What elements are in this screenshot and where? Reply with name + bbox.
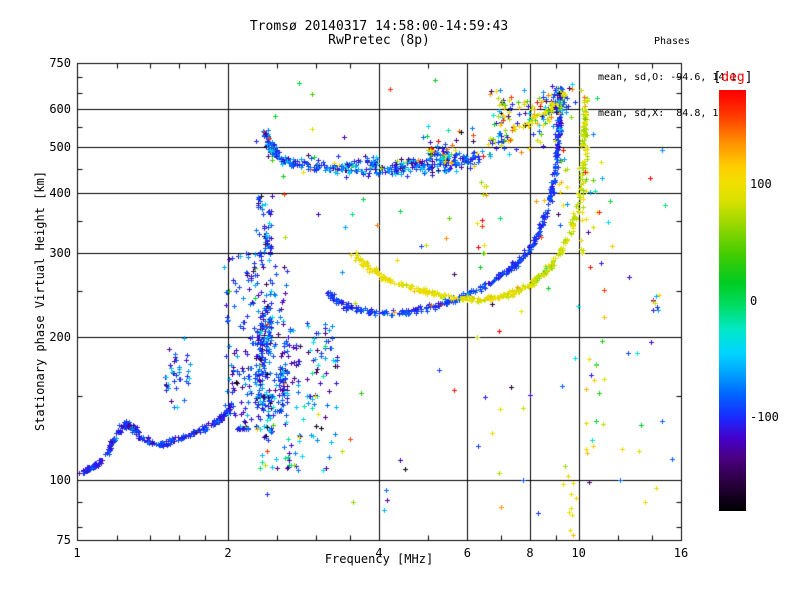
x-tick-label: 2 xyxy=(224,546,232,560)
x-tick-label: 4 xyxy=(375,546,383,560)
phase-stats-header: Phases xyxy=(653,36,691,47)
colorbar-unit-text: deg xyxy=(721,70,745,85)
y-tick-label: 75 xyxy=(56,533,71,547)
y-tick-label: 200 xyxy=(49,329,71,344)
y-tick-label: 300 xyxy=(49,245,71,260)
x-tick-label: 1 xyxy=(73,546,81,560)
colorbar-tick-label: 0 xyxy=(750,293,758,308)
y-tick-label: 600 xyxy=(49,102,71,117)
x-tick-label: 10 xyxy=(571,546,586,560)
y-tick-label: 100 xyxy=(49,473,71,488)
y-tick-label: 400 xyxy=(49,186,71,201)
colorbar-tick-label: -100 xyxy=(750,410,779,425)
colorbar-bracket-open: [ xyxy=(713,70,722,85)
y-axis-title: Stationary phase Virtual Height [km] xyxy=(33,170,47,432)
colorbar-unit-label: [deg] xyxy=(710,70,756,85)
x-tick-label: 16 xyxy=(673,546,689,560)
phase-colorbar xyxy=(719,90,746,511)
y-tick-label: 500 xyxy=(49,139,71,154)
phase-stats-o-line: mean, sd,O: -94.6, 14.1 xyxy=(598,72,737,83)
x-tick-label: 6 xyxy=(463,546,471,560)
x-tick-label: 8 xyxy=(526,546,534,560)
y-tick-label: 750 xyxy=(49,56,71,70)
plot-title: Tromsø 20140317 14:58:00-14:59:43 xyxy=(249,19,509,34)
colorbar-bracket-close: ] xyxy=(744,70,753,85)
x-axis-title: Frequency [MHz] xyxy=(324,552,434,566)
colorbar-tick-label: 100 xyxy=(750,176,772,191)
plot-subtitle: RwPretec (8p) xyxy=(328,33,430,48)
